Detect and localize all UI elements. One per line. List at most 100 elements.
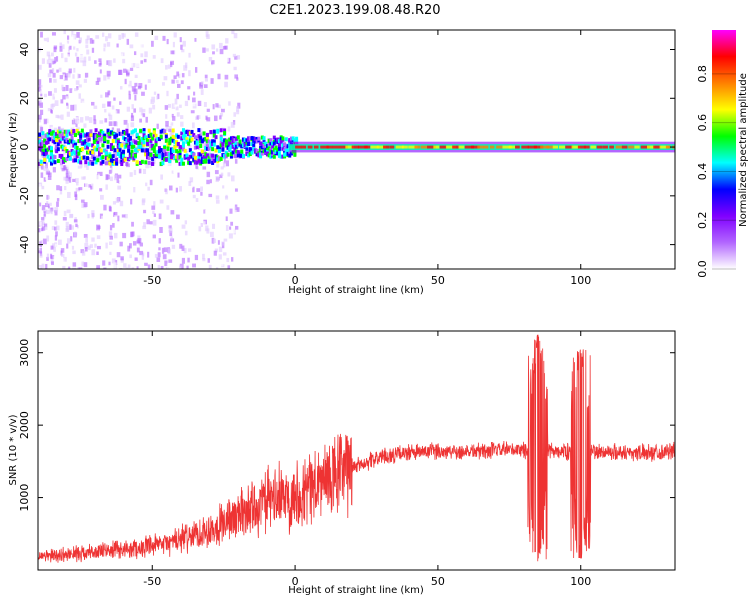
- spectrogram-noise-cell: [226, 257, 230, 263]
- spectrogram-noise-cell: [182, 40, 186, 47]
- spectrogram-noise-cell: [139, 118, 142, 123]
- spectrogram-band-cell: [262, 136, 266, 141]
- spectrogram-noise-cell: [54, 57, 57, 63]
- spectrogram-noise-cell: [38, 228, 41, 233]
- spectrogram-band-cell: [130, 141, 134, 146]
- spectrogram-noise-cell: [114, 110, 118, 115]
- spectrogram-noise-cell: [64, 57, 68, 63]
- spectrogram-band-cell: [84, 139, 88, 144]
- spectrogram-band-cell: [202, 131, 206, 136]
- spectrogram-band-cell: [214, 135, 218, 140]
- spectrogram-noise-cell: [162, 35, 166, 41]
- spectrogram-noise-cell: [192, 263, 196, 268]
- spectrogram-band-cell: [269, 141, 273, 146]
- spectrogram-noise-cell: [206, 179, 210, 185]
- spectrogram-noise-cell: [134, 32, 139, 37]
- spectrogram-band-cell: [221, 142, 225, 147]
- spectrogram-noise-cell: [210, 78, 214, 84]
- spectrogram-band-cell: [116, 148, 120, 153]
- spectrogram-noise-cell: [145, 116, 148, 123]
- spectrogram-band-cell: [156, 150, 160, 155]
- spectrogram-noise-cell: [171, 95, 175, 100]
- spectrogram-noise-cell: [161, 167, 165, 173]
- spectrogram-noise-cell: [99, 171, 103, 177]
- spectrogram-noise-cell: [73, 104, 77, 111]
- spectrogram-noise-cell: [69, 143, 73, 149]
- spectrogram-noise-cell: [179, 104, 182, 108]
- spectrogram-noise-cell: [70, 195, 74, 200]
- spectrogram-band-cell: [187, 132, 191, 137]
- spectrogram-band-cell: [84, 133, 88, 138]
- spectrogram-band-cell: [197, 134, 201, 139]
- spectrogram-band-cell: [241, 137, 245, 142]
- spectrogram-noise-cell: [80, 55, 84, 61]
- spectrogram-peak-cell: [552, 145, 559, 149]
- spectrogram-noise-cell: [86, 164, 89, 170]
- spectrogram-noise-cell: [80, 117, 84, 123]
- spectrogram-noise-cell: [50, 109, 53, 113]
- spectrogram-noise-cell: [78, 153, 81, 159]
- spectrogram-peak-cell: [452, 145, 460, 149]
- spectrogram-band-cell: [72, 143, 76, 148]
- spectrogram-noise-cell: [145, 163, 150, 169]
- spectrogram-noise-cell: [200, 186, 203, 192]
- spectrogram-noise-cell: [219, 174, 223, 179]
- spectrogram-noise-cell: [218, 246, 223, 253]
- spectrogram-noise-cell: [204, 78, 208, 82]
- spectrogram-band-cell: [253, 137, 257, 142]
- spectrogram-noise-cell: [71, 34, 75, 40]
- spectrogram-noise-cell: [89, 38, 93, 44]
- spectrogram-noise-cell: [60, 245, 63, 250]
- spectrogram-band-cell: [288, 138, 292, 143]
- spectrogram-band-cell: [169, 147, 173, 152]
- spectrogram-noise-cell: [139, 198, 143, 203]
- spectrogram-noise-cell: [120, 258, 124, 263]
- spectrogram-band-cell: [113, 148, 117, 153]
- spectrogram-band-cell: [49, 146, 53, 151]
- spectrogram-band-cell: [168, 156, 172, 161]
- spectrogram-band-cell: [181, 134, 185, 139]
- spectrogram-noise-cell: [96, 77, 101, 82]
- spectrogram-band-cell: [120, 131, 124, 136]
- spectrogram-band-cell: [188, 148, 192, 153]
- spectrogram-noise-cell: [108, 114, 113, 120]
- spectrogram-peak-cell: [628, 145, 635, 149]
- spectrogram-band-cell: [127, 133, 131, 138]
- spectrogram-band-cell: [94, 160, 98, 165]
- spectrogram-noise-cell: [133, 39, 137, 44]
- spectrogram-band-cell: [147, 151, 151, 156]
- spectrogram-noise-cell: [116, 128, 120, 133]
- spectrogram-noise-cell: [107, 148, 112, 153]
- spectrogram-band-cell: [163, 157, 167, 162]
- spectrogram-band-cell: [139, 144, 143, 149]
- spectrogram-band-cell: [238, 153, 242, 158]
- spectrogram-noise-cell: [50, 245, 54, 250]
- spectrogram-band-cell: [108, 161, 112, 166]
- spectrogram-band-cell: [241, 153, 245, 158]
- spectrogram-noise-cell: [153, 91, 157, 95]
- spectrogram-band-cell: [293, 152, 297, 157]
- spectrogram-band-cell: [49, 131, 53, 136]
- spectrogram-noise-cell: [87, 245, 91, 251]
- spectrogram-noise-cell: [174, 98, 178, 105]
- spectrogram-band-cell: [183, 136, 187, 141]
- spectrogram-band-cell: [72, 140, 76, 145]
- spectrogram-noise-cell: [54, 243, 59, 249]
- spectrogram-band-cell: [135, 148, 139, 153]
- spectrogram-band-cell: [55, 131, 59, 136]
- spectrogram-band-cell: [67, 153, 71, 158]
- spectrogram-band-cell: [53, 155, 57, 160]
- spectrogram-noise-cell: [83, 262, 88, 268]
- spectrogram-band-cell: [195, 160, 199, 165]
- spectrogram-noise-cell: [107, 108, 112, 114]
- spectrogram-band-cell: [236, 153, 240, 158]
- spectrogram-noise-cell: [168, 227, 173, 233]
- spectrogram-band-cell: [70, 149, 74, 154]
- spectrogram-band-cell: [250, 142, 254, 147]
- spectrogram-band-cell: [82, 155, 86, 160]
- spectrogram-noise-cell: [204, 74, 208, 79]
- spectrogram-noise-cell: [74, 52, 78, 57]
- spectrogram-band-cell: [205, 146, 209, 151]
- spectrogram-noise-cell: [39, 98, 42, 104]
- spectrogram-peak-cell: [559, 145, 565, 149]
